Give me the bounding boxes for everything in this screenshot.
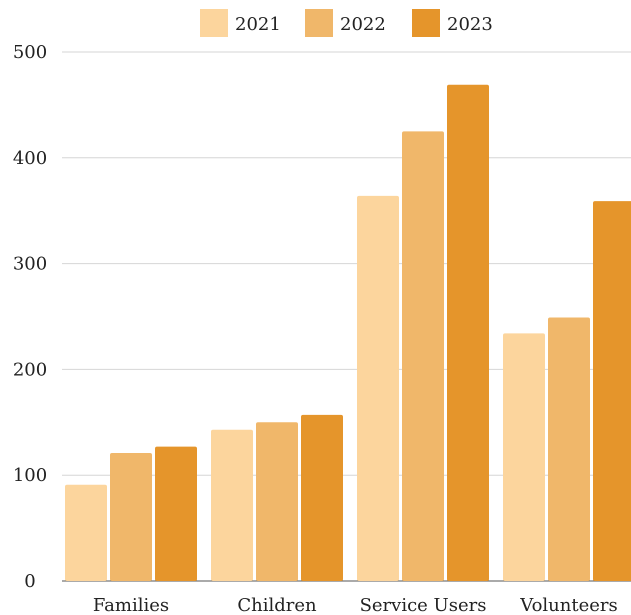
bar-service-users-2021 [357,195,399,581]
bar-volunteers-2021 [503,333,545,581]
bar-families-2023 [155,446,197,581]
bar-volunteers-2022 [548,317,590,581]
legend-label: 2023 [447,14,493,35]
x-tick-label: Service Users [360,595,487,615]
y-tick-label: 500 [13,42,47,63]
legend-label: 2022 [340,14,386,35]
legend-swatch [305,9,333,37]
legend-item-2021: 2021 [200,9,281,37]
y-tick-label: 100 [13,465,47,486]
y-tick-label: 300 [13,254,47,275]
legend-swatch [200,9,228,37]
x-tick-label: Families [93,595,169,615]
bar-families-2022 [110,452,152,581]
bar-children-2023 [301,414,343,581]
bar-families-2021 [65,484,107,581]
y-tick-label: 400 [13,148,47,169]
bar-service-users-2022 [402,131,444,581]
x-axis-ticks: Families Children Service Users Volunteers [93,595,618,615]
legend-label: 2021 [235,14,281,35]
y-axis-ticks: 0 100 200 300 400 500 [13,42,47,592]
legend-item-2022: 2022 [305,9,386,37]
bar-service-users-2023 [447,84,489,581]
legend-item-2023: 2023 [412,9,493,37]
bar-children-2022 [256,422,298,581]
y-tick-label: 200 [13,359,47,380]
legend-swatch [412,9,440,37]
bar-children-2021 [211,429,253,581]
bars [65,84,631,581]
y-tick-label: 0 [24,571,35,592]
x-tick-label: Children [237,595,317,615]
legend: 2021 2022 2023 [200,9,493,37]
x-tick-label: Volunteers [519,595,618,615]
bar-volunteers-2023 [593,201,631,581]
